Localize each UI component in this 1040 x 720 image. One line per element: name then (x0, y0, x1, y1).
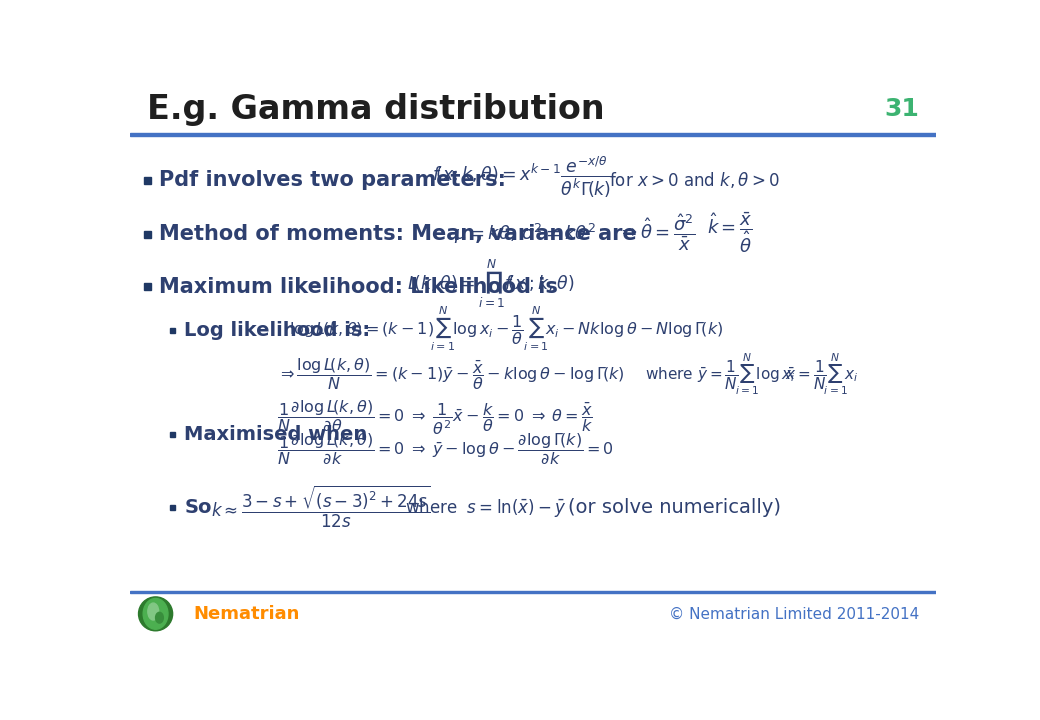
Ellipse shape (144, 598, 168, 629)
Ellipse shape (148, 603, 159, 620)
Text: $L\!\left(k,\theta\right)=\prod_{i=1}^{N}f\!\left(x_{i};k,\theta\right)$: $L\!\left(k,\theta\right)=\prod_{i=1}^{N… (408, 257, 575, 310)
Text: $\dfrac{1}{N}\dfrac{\partial\log L\!\left(k,\theta\right)}{\partial k}=0$$\;\Rig: $\dfrac{1}{N}\dfrac{\partial\log L\!\lef… (278, 432, 615, 467)
Bar (144, 231, 151, 238)
Bar (170, 328, 176, 333)
Text: Nematrian: Nematrian (193, 605, 300, 623)
Bar (144, 177, 151, 184)
Text: 31: 31 (884, 97, 919, 122)
Text: where  $s=\ln\!\left(\bar{x}\right)-\bar{y}$: where $s=\ln\!\left(\bar{x}\right)-\bar{… (406, 497, 567, 518)
Bar (130, 133, 936, 135)
Ellipse shape (156, 612, 163, 623)
Text: $\bar{x}=\dfrac{1}{N}\!\sum_{i=1}^{N}\!x_{i}$: $\bar{x}=\dfrac{1}{N}\!\sum_{i=1}^{N}\!x… (785, 351, 858, 397)
Text: $\hat{k}=\dfrac{\bar{x}}{\hat{\theta}}$: $\hat{k}=\dfrac{\bar{x}}{\hat{\theta}}$ (707, 211, 753, 255)
Text: for $x>0$ and $k,\theta>0$: for $x>0$ and $k,\theta>0$ (609, 171, 780, 190)
Text: E.g. Gamma distribution: E.g. Gamma distribution (147, 93, 604, 126)
Text: © Nematrian Limited 2011-2014: © Nematrian Limited 2011-2014 (669, 606, 919, 621)
Text: $f\!\left(x;k,\theta\right)=x^{k-1}\dfrac{e^{-x/\theta}}{\theta^{k}\Gamma\!\left: $f\!\left(x;k,\theta\right)=x^{k-1}\dfra… (433, 155, 613, 199)
Text: $\Rightarrow\hat{\theta}=\dfrac{\hat{\sigma}^{2}}{\bar{x}}$: $\Rightarrow\hat{\theta}=\dfrac{\hat{\si… (618, 212, 696, 253)
Text: Pdf involves two parameters:: Pdf involves two parameters: (159, 171, 506, 190)
Text: Maximised when: Maximised when (184, 425, 367, 444)
Text: (or solve numerically): (or solve numerically) (568, 498, 781, 517)
Text: Maximum likelihood: Likelihood is: Maximum likelihood: Likelihood is (159, 276, 558, 297)
Text: $k\approx\dfrac{3-s+\sqrt{\left(s-3\right)^{2}+24s}}{12s}$: $k\approx\dfrac{3-s+\sqrt{\left(s-3\righ… (211, 484, 431, 530)
Bar (130, 86, 936, 132)
Text: $\dfrac{1}{N}\dfrac{\partial\log L\!\left(k,\theta\right)}{\partial\theta}=0$$\;: $\dfrac{1}{N}\dfrac{\partial\log L\!\lef… (278, 398, 594, 437)
Bar (130, 591, 936, 593)
Bar (170, 432, 176, 437)
Text: $\log L\!\left(k,\theta\right)=\left(k-1\right)\!\sum_{i=1}^{N}\!\log x_{i}-\dfr: $\log L\!\left(k,\theta\right)=\left(k-1… (289, 304, 723, 353)
Text: where $\bar{y}=\dfrac{1}{N}\!\sum_{i=1}^{N}\!\log x_{i}$: where $\bar{y}=\dfrac{1}{N}\!\sum_{i=1}^… (646, 351, 796, 397)
Text: So: So (184, 498, 212, 517)
Bar (170, 505, 176, 510)
Text: Log likelihood is:: Log likelihood is: (184, 321, 370, 340)
Text: $\Rightarrow\dfrac{\log L\!\left(k,\theta\right)}{N}=\left(k-1\right)\bar{y}-\df: $\Rightarrow\dfrac{\log L\!\left(k,\thet… (278, 356, 625, 392)
Bar (144, 283, 151, 290)
Ellipse shape (138, 597, 173, 631)
Text: $\mu=k\theta,\,\sigma^{2}=k\theta^{2}$: $\mu=k\theta,\,\sigma^{2}=k\theta^{2}$ (453, 222, 596, 246)
Text: Method of moments: Mean, variance are: Method of moments: Mean, variance are (159, 224, 638, 244)
